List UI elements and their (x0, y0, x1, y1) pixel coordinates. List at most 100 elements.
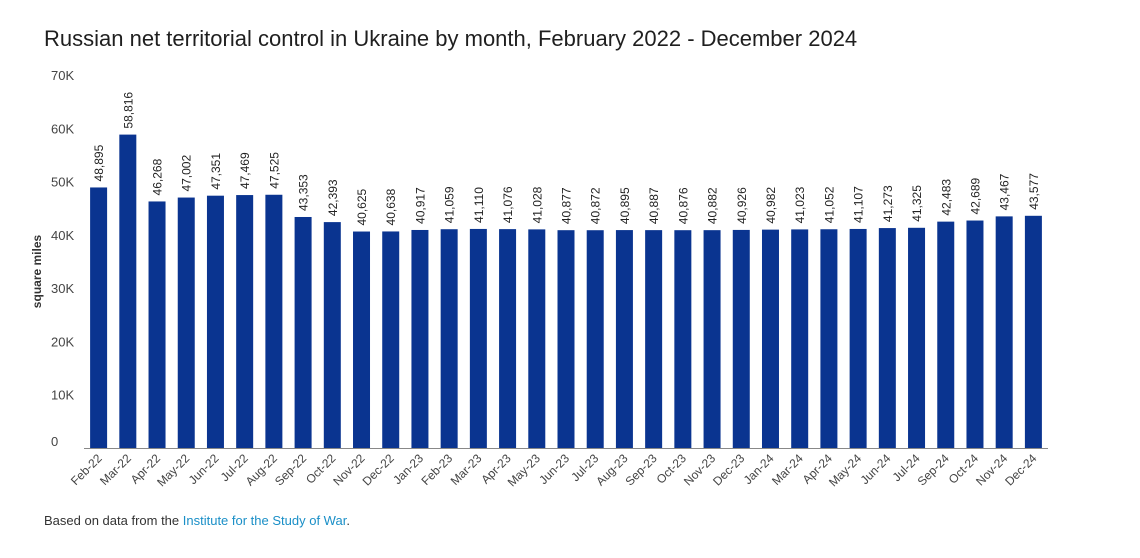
bar (440, 229, 458, 448)
bar-value-label: 40,638 (384, 188, 398, 225)
bar (206, 195, 224, 448)
bar-value-label: 40,926 (735, 187, 749, 224)
x-tick-label: Nov-23 (681, 451, 718, 488)
bar (177, 197, 195, 448)
x-tick-label: Jun-22 (186, 451, 222, 487)
bar (557, 230, 575, 448)
x-tick-label: May-22 (154, 451, 192, 489)
bar-value-label: 40,882 (706, 187, 720, 224)
bar (878, 228, 896, 448)
bar (382, 231, 400, 448)
bar (148, 201, 166, 448)
x-tick-label: Nov-24 (973, 451, 1010, 488)
y-tick-label: 40K (51, 228, 74, 243)
bar-value-label: 41,028 (530, 186, 544, 223)
bar-value-label: 58,816 (121, 92, 135, 129)
source-suffix: . (346, 513, 350, 528)
bar-value-label: 40,872 (589, 187, 603, 224)
bar-value-label: 41,076 (501, 186, 515, 223)
source-link[interactable]: Institute for the Study of War (182, 513, 347, 528)
x-tick-label: Dec-24 (1002, 451, 1039, 488)
bar-value-label: 40,877 (560, 187, 574, 224)
bar (966, 220, 984, 448)
bar (674, 230, 692, 448)
bar-value-label: 41,107 (852, 186, 866, 223)
bar-value-label: 40,895 (618, 187, 632, 224)
bar (849, 228, 867, 448)
bar (236, 195, 254, 448)
y-tick-label: 50K (51, 175, 74, 190)
y-axis-title: square miles (30, 234, 44, 308)
source-note: Based on data from the Institute for the… (44, 513, 350, 528)
bar-value-label: 43,467 (998, 173, 1012, 210)
bar (732, 229, 750, 448)
bar (586, 230, 604, 448)
bar-value-label: 40,625 (355, 188, 369, 225)
x-tick-label: Dec-23 (710, 451, 747, 488)
bar-value-label: 42,483 (939, 179, 953, 216)
bar (353, 231, 371, 448)
x-tick-label: Mar-23 (448, 451, 485, 488)
x-tick-label: Feb-23 (418, 451, 455, 488)
source-prefix: Based on data from the (44, 513, 183, 528)
bar-value-label: 41,052 (822, 186, 836, 223)
bar-value-label: 47,469 (238, 152, 252, 189)
bar-value-label: 47,525 (267, 152, 281, 189)
bar-value-label: 47,351 (209, 153, 223, 190)
bar (469, 228, 487, 448)
bar (1024, 215, 1042, 448)
bar (323, 222, 341, 448)
x-tick-label: Mar-24 (769, 451, 806, 488)
x-tick-label: Dec-22 (360, 451, 397, 488)
bar (703, 230, 721, 448)
bar (119, 134, 137, 449)
bar-value-label: 42,689 (968, 177, 982, 214)
bar (645, 230, 663, 448)
y-tick-label: 0 (51, 434, 58, 449)
chart-title: Russian net territorial control in Ukrai… (44, 26, 858, 51)
bar-value-label: 41,110 (472, 187, 486, 223)
x-tick-label: May-23 (505, 451, 543, 489)
bar-value-label: 43,577 (1027, 173, 1041, 210)
bar (791, 229, 809, 448)
y-tick-label: 10K (51, 388, 74, 403)
x-tick-label: Sep-24 (915, 451, 952, 488)
bar (528, 229, 546, 448)
bar-value-label: 41,023 (793, 186, 807, 223)
bar-value-label: 41,325 (910, 185, 924, 222)
y-tick-label: 70K (51, 68, 74, 83)
x-tick-label: Jun-23 (536, 451, 572, 487)
x-tick-label: Sep-22 (272, 451, 309, 488)
bar-value-label: 47,002 (180, 155, 194, 192)
bar (615, 230, 633, 448)
bar-value-label: 40,917 (413, 187, 427, 224)
bar-value-label: 46,268 (151, 158, 165, 195)
bar-value-label: 40,887 (647, 187, 661, 224)
x-tick-label: May-24 (826, 451, 864, 489)
x-tick-label: Aug-22 (243, 451, 280, 488)
bar-value-label: 40,876 (676, 187, 690, 224)
x-tick-label: Aug-23 (593, 451, 630, 488)
bar (499, 229, 517, 448)
bar-value-label: 48,895 (92, 144, 106, 181)
x-tick-label: Sep-23 (622, 451, 659, 488)
x-tick-label: Nov-22 (330, 451, 367, 488)
bar (90, 187, 108, 448)
x-tick-label: Jun-24 (858, 451, 894, 487)
x-tick-label: Mar-22 (97, 451, 134, 488)
y-tick-label: 30K (51, 281, 74, 296)
bar (908, 227, 926, 448)
bar-value-label: 41,273 (881, 185, 895, 222)
bar (761, 229, 779, 448)
y-tick-label: 60K (51, 121, 74, 136)
y-tick-label: 20K (51, 334, 74, 349)
bar (294, 216, 312, 448)
bar-value-label: 42,393 (326, 179, 340, 216)
bar-value-label: 43,353 (297, 174, 311, 211)
x-tick-label: Feb-22 (68, 451, 105, 488)
bar (995, 216, 1013, 448)
bar (820, 229, 838, 448)
bar (937, 221, 955, 448)
